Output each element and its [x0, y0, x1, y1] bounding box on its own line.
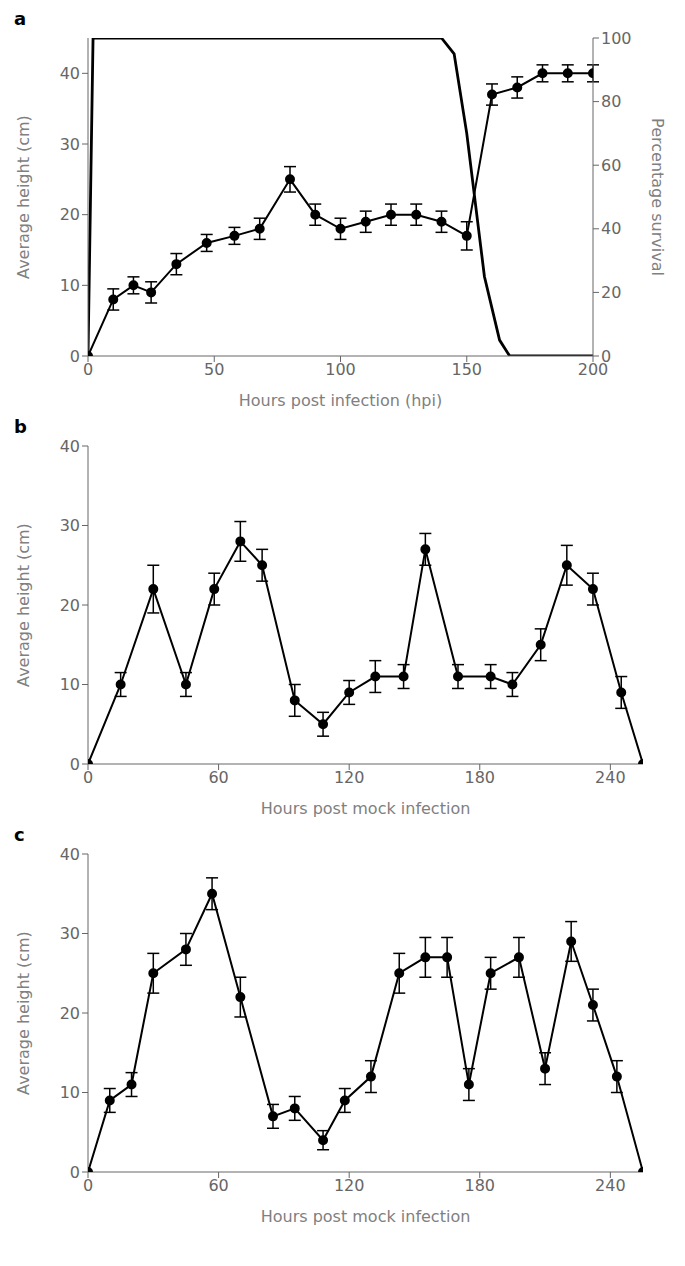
svg-text:180: 180	[464, 1176, 495, 1195]
svg-text:120: 120	[334, 1176, 365, 1195]
svg-text:0: 0	[601, 347, 611, 366]
svg-text:80: 80	[601, 92, 621, 111]
svg-text:60: 60	[601, 156, 621, 175]
svg-text:0: 0	[83, 360, 93, 379]
svg-text:10: 10	[60, 675, 80, 694]
svg-text:100: 100	[325, 360, 356, 379]
svg-text:240: 240	[595, 1176, 626, 1195]
svg-text:20: 20	[601, 283, 621, 302]
svg-text:10: 10	[60, 276, 80, 295]
svg-text:Percentage survival: Percentage survival	[648, 118, 667, 276]
svg-text:Average height (cm): Average height (cm)	[14, 931, 33, 1095]
svg-text:0: 0	[83, 768, 93, 787]
svg-text:100: 100	[601, 29, 632, 48]
svg-text:60: 60	[208, 768, 228, 787]
svg-text:20: 20	[60, 596, 80, 615]
svg-text:120: 120	[334, 768, 365, 787]
svg-text:50: 50	[204, 360, 224, 379]
svg-text:40: 40	[601, 219, 621, 238]
svg-text:0: 0	[70, 1163, 80, 1182]
svg-text:30: 30	[60, 516, 80, 535]
svg-text:0: 0	[70, 755, 80, 774]
svg-text:40: 40	[60, 437, 80, 456]
svg-text:60: 60	[208, 1176, 228, 1195]
svg-text:Average height (cm): Average height (cm)	[14, 523, 33, 687]
svg-text:30: 30	[60, 135, 80, 154]
html-text:b: b	[14, 416, 27, 437]
svg-text:40: 40	[60, 845, 80, 864]
svg-text:30: 30	[60, 924, 80, 943]
svg-text:180: 180	[464, 768, 495, 787]
svg-text:Average height (cm): Average height (cm)	[14, 115, 33, 279]
svg-text:240: 240	[595, 768, 626, 787]
svg-text:0: 0	[70, 347, 80, 366]
svg-text:150: 150	[451, 360, 482, 379]
svg-text:20: 20	[60, 1004, 80, 1023]
svg-text:Hours post mock infection: Hours post mock infection	[261, 1207, 471, 1226]
html-text:a: a	[14, 8, 27, 29]
svg-text:40: 40	[60, 64, 80, 83]
svg-text:10: 10	[60, 1083, 80, 1102]
svg-text:Hours post infection (hpi): Hours post infection (hpi)	[239, 391, 442, 410]
svg-text:0: 0	[83, 1176, 93, 1195]
svg-text:20: 20	[60, 205, 80, 224]
html-text:c: c	[14, 824, 25, 845]
svg-text:Hours post mock infection: Hours post mock infection	[261, 799, 471, 818]
svg-text:200: 200	[577, 360, 609, 380]
